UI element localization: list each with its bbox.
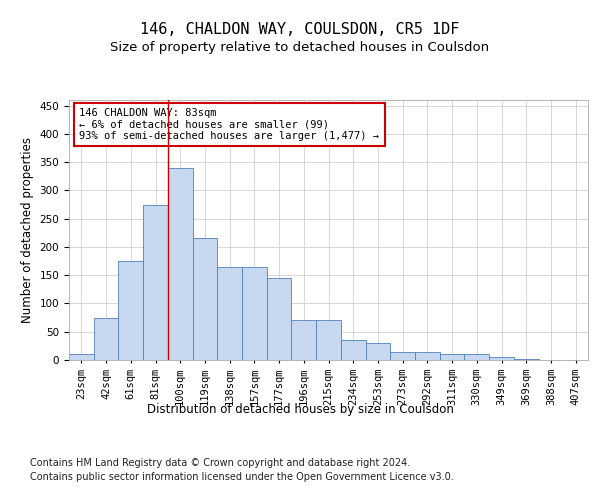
Bar (168, 168, 193, 360)
Bar (464, 354, 489, 360)
Bar (94, 318, 118, 360)
Bar (365, 343, 390, 360)
Text: Distribution of detached houses by size in Coulsdon: Distribution of detached houses by size … (146, 402, 454, 415)
Bar (390, 352, 415, 360)
Text: Size of property relative to detached houses in Coulsdon: Size of property relative to detached ho… (110, 41, 490, 54)
Bar (193, 238, 217, 360)
Bar (415, 352, 440, 360)
Bar (143, 204, 168, 360)
Bar (489, 357, 514, 360)
Bar (440, 354, 464, 360)
Bar (69, 354, 94, 360)
Bar (217, 266, 242, 360)
Y-axis label: Number of detached properties: Number of detached properties (21, 137, 34, 323)
Text: Contains HM Land Registry data © Crown copyright and database right 2024.: Contains HM Land Registry data © Crown c… (30, 458, 410, 468)
Text: Contains public sector information licensed under the Open Government Licence v3: Contains public sector information licen… (30, 472, 454, 482)
Text: 146, CHALDON WAY, COULSDON, CR5 1DF: 146, CHALDON WAY, COULSDON, CR5 1DF (140, 22, 460, 38)
Bar (267, 278, 292, 360)
Bar (292, 320, 316, 360)
Bar (316, 320, 341, 360)
Bar (242, 266, 267, 360)
Text: 146 CHALDON WAY: 83sqm
← 6% of detached houses are smaller (99)
93% of semi-deta: 146 CHALDON WAY: 83sqm ← 6% of detached … (79, 108, 379, 141)
Bar (341, 340, 365, 360)
Bar (118, 261, 143, 360)
